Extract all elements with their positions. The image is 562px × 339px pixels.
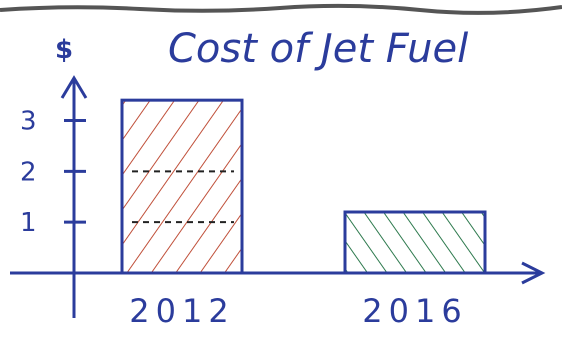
y-axis-arrow: [60, 75, 88, 99]
y-tick-label: 3: [20, 107, 37, 137]
y-tick-label: 2: [20, 157, 37, 187]
bar-2016: [343, 210, 487, 275]
bar-2012: [120, 98, 244, 275]
top-border: [0, 3, 562, 15]
x-tick-label: 2012: [129, 292, 234, 330]
y-tick-label: 1: [20, 208, 37, 238]
x-axis-arrow: [521, 261, 546, 285]
x-tick-label: 2016: [362, 292, 467, 330]
y-axis-label: $: [55, 35, 73, 65]
chart-title: Cost of Jet Fuel: [168, 26, 468, 72]
